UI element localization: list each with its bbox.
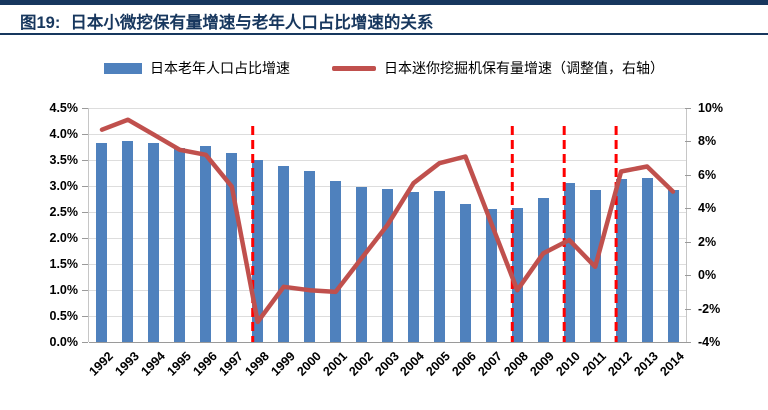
left-axis-tick xyxy=(82,290,88,291)
right-axis-tick-label: 8% xyxy=(698,134,717,148)
bar-2014 xyxy=(668,190,679,342)
left-axis-tick xyxy=(82,238,88,239)
left-axis-tick-label: 2.0% xyxy=(49,231,79,245)
right-axis-tick xyxy=(685,275,691,276)
title-text: 日本小微挖保有量增速与老年人口占比增速的关系 xyxy=(70,14,434,32)
left-axis-tick-label: 0.0% xyxy=(49,335,79,349)
bar-1993 xyxy=(122,141,133,342)
left-axis-tick-label: 1.5% xyxy=(49,257,79,271)
bar-1999 xyxy=(278,166,289,342)
left-axis-tick xyxy=(82,212,88,213)
left-axis-tick-label: 3.0% xyxy=(49,179,79,193)
legend-label-bars: 日本老年人口占比增速 xyxy=(150,60,290,76)
right-axis-tick-label: 4% xyxy=(698,201,717,215)
left-axis-tick xyxy=(82,134,88,135)
chart-title: 图19: 日本小微挖保有量增速与老年人口占比增速的关系 xyxy=(20,9,760,33)
left-axis-tick xyxy=(82,108,88,109)
right-axis-tick xyxy=(685,208,691,209)
left-axis-tick-label: 4.5% xyxy=(49,101,79,115)
bar-2006 xyxy=(460,204,471,342)
bar-2000 xyxy=(304,171,315,342)
header-divider xyxy=(0,33,768,35)
left-axis-tick xyxy=(82,264,88,265)
left-axis-tick-label: 4.0% xyxy=(49,127,79,141)
chart-area: 1992 1993 1994 1995 1996 1997 1998 1999 2000 2001… xyxy=(0,96,768,410)
right-axis-tick-label: 6% xyxy=(698,168,717,182)
gridline xyxy=(89,160,686,161)
right-axis-tick-label: 10% xyxy=(698,101,724,115)
bar-1992 xyxy=(96,143,107,342)
bar-2010 xyxy=(564,183,575,342)
left-axis-tick-label: 0.5% xyxy=(49,309,79,323)
line-swatch-icon xyxy=(332,65,376,71)
right-axis-tick xyxy=(685,175,691,176)
bar-2003 xyxy=(382,189,393,342)
left-axis-tick-label: 3.5% xyxy=(49,153,79,167)
bar-2005 xyxy=(434,191,445,342)
bar-2013 xyxy=(642,178,653,342)
excavator-growth-line xyxy=(99,117,676,325)
bar-swatch-icon xyxy=(104,62,142,74)
right-axis-tick xyxy=(685,309,691,310)
left-axis-tick xyxy=(82,342,88,343)
x-axis-line xyxy=(89,342,686,343)
right-axis-tick-label: 2% xyxy=(698,235,717,249)
left-axis-tick xyxy=(82,160,88,161)
chart-legend: 日本老年人口占比增速 日本迷你挖掘机保有量增速（调整值，右轴） xyxy=(0,58,768,78)
left-axis-tick-label: 1.0% xyxy=(49,283,79,297)
right-axis-tick-label: -2% xyxy=(698,302,721,316)
right-axis-tick xyxy=(685,342,691,343)
left-axis-tick xyxy=(82,316,88,317)
plot-area: 1992 1993 1994 1995 1996 1997 1998 1999 2000 2001… xyxy=(86,108,687,379)
bar-1998 xyxy=(252,160,263,342)
gridline xyxy=(89,108,686,109)
bar-1994 xyxy=(148,143,159,342)
legend-item-line: 日本迷你挖掘机保有量增速（调整值，右轴） xyxy=(332,58,664,78)
bar-1995 xyxy=(174,148,185,342)
right-axis-tick-label: -4% xyxy=(698,335,721,349)
right-axis-tick xyxy=(685,108,691,109)
figure-label: 图19: xyxy=(20,14,61,32)
line-layer xyxy=(99,117,676,342)
right-axis-tick xyxy=(685,242,691,243)
bar-2007 xyxy=(486,209,497,342)
legend-item-bars: 日本老年人口占比增速 xyxy=(104,58,290,78)
bar-1997 xyxy=(226,153,237,342)
left-axis-tick xyxy=(82,186,88,187)
bar-2009 xyxy=(538,198,549,342)
bar-1996 xyxy=(200,146,211,342)
gridline xyxy=(89,186,686,187)
bar-2008 xyxy=(512,208,523,342)
right-axis-tick-label: 0% xyxy=(698,268,717,282)
legend-label-line: 日本迷你挖掘机保有量增速（调整值，右轴） xyxy=(384,60,664,76)
bar-2002 xyxy=(356,187,367,342)
bar-2004 xyxy=(408,192,419,342)
left-axis-tick-label: 2.5% xyxy=(49,205,79,219)
gridline xyxy=(89,134,686,135)
header-top-bar xyxy=(0,0,768,5)
bar-2012 xyxy=(616,179,627,342)
bar-2001 xyxy=(330,181,341,342)
right-axis-tick xyxy=(685,141,691,142)
